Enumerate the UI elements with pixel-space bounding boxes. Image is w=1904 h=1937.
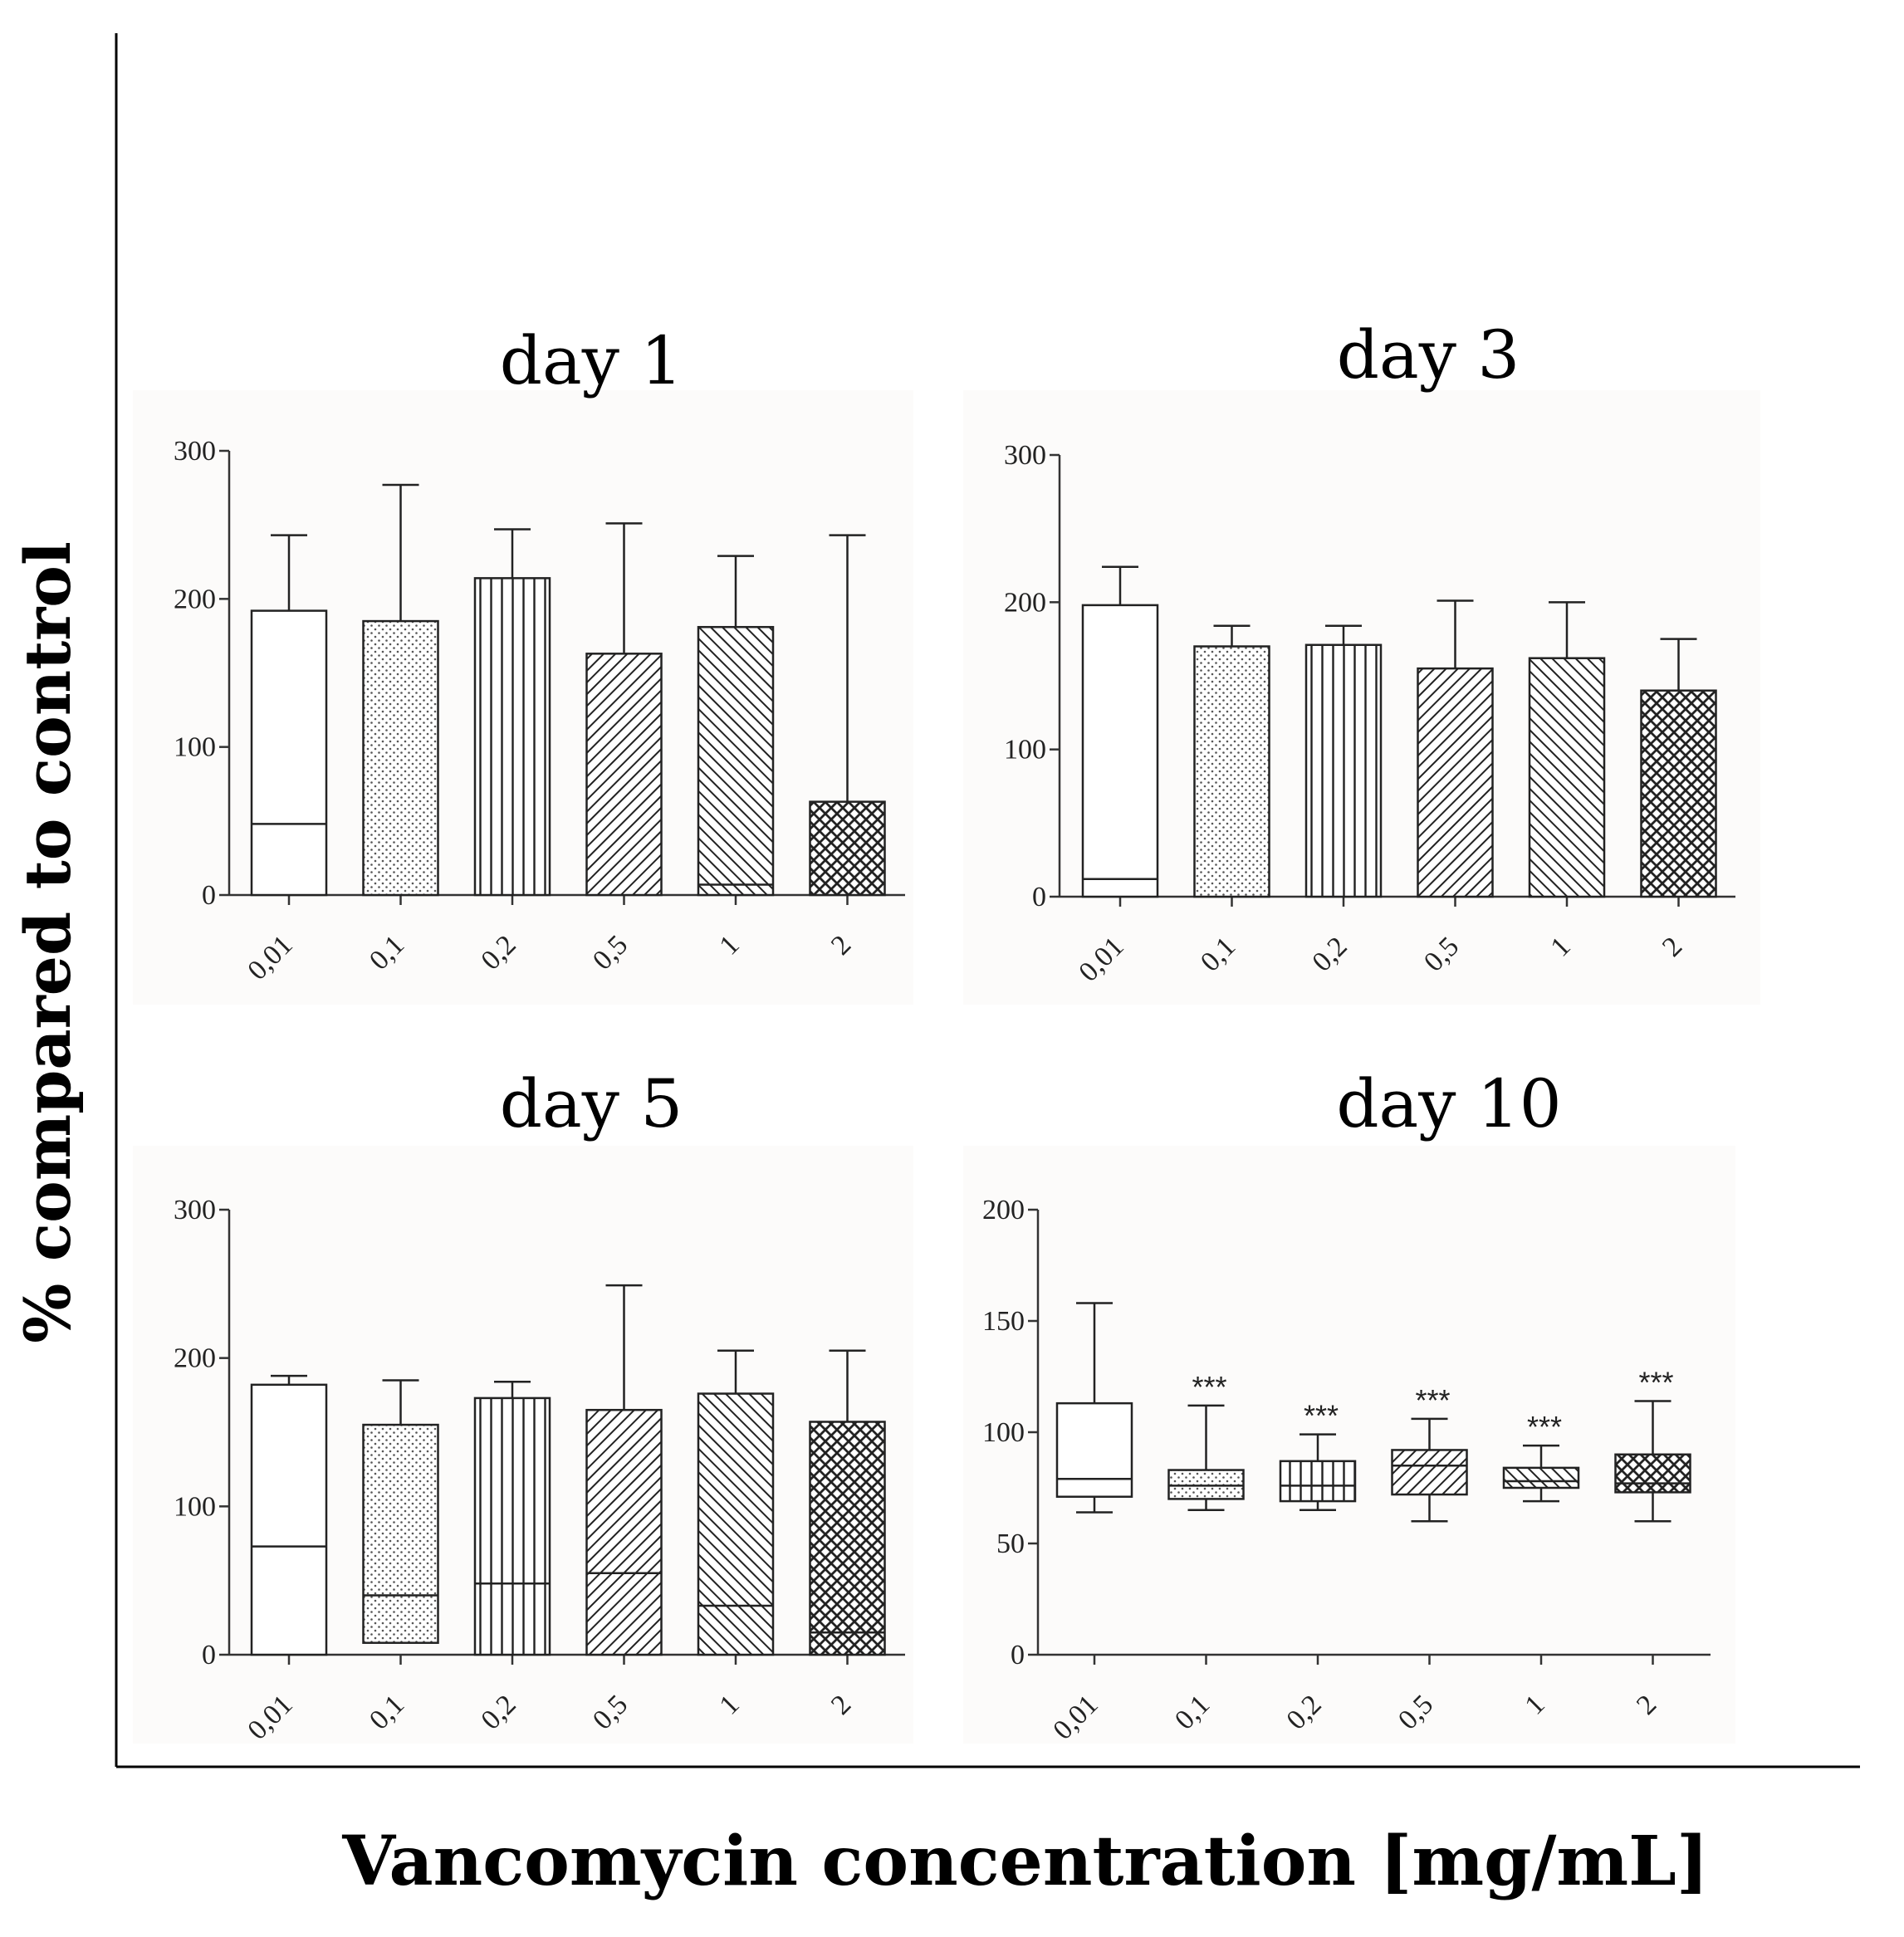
significance-marker: *** — [1415, 1383, 1450, 1417]
box-0,01 — [1081, 604, 1159, 898]
box-1 — [697, 625, 775, 897]
box-0,2 — [1304, 643, 1383, 898]
box-2 — [809, 800, 886, 897]
box-0,2 — [473, 577, 551, 897]
y-tick-label: 0 — [202, 1640, 216, 1670]
y-tick-label: 100 — [174, 732, 216, 763]
box-1 — [697, 1392, 775, 1656]
y-tick-label: 50 — [996, 1529, 1025, 1559]
y-tick-label: 0 — [202, 880, 216, 911]
y-tick-label: 200 — [1004, 587, 1046, 618]
y-tick-label: 200 — [174, 584, 216, 614]
panel-title: day 10 — [1336, 1065, 1561, 1142]
box-1 — [1528, 657, 1606, 898]
box-0,5 — [1417, 667, 1494, 898]
y-tick-label: 100 — [982, 1417, 1025, 1448]
y-tick-label: 300 — [1004, 440, 1046, 471]
box-0,1 — [1167, 1469, 1245, 1500]
box-0,2 — [1279, 1460, 1357, 1503]
box-0,1 — [362, 619, 439, 897]
box-0,5 — [585, 1408, 663, 1656]
y-tick-label: 150 — [982, 1306, 1025, 1337]
box-0,01 — [250, 609, 328, 897]
y-tick-label: 100 — [1004, 735, 1046, 766]
y-tick-label: 0 — [1011, 1640, 1025, 1670]
box-0,5 — [1391, 1449, 1468, 1496]
y-tick-label: 300 — [174, 436, 216, 467]
x-axis-label: Vancomycin concentration [mg/mL] — [341, 1822, 1708, 1901]
y-tick-label: 200 — [174, 1343, 216, 1374]
box-0,01 — [250, 1383, 328, 1656]
y-tick-label: 0 — [1032, 882, 1046, 912]
box-0,2 — [473, 1396, 551, 1656]
box-0,01 — [1055, 1401, 1133, 1498]
box-0,1 — [1193, 645, 1270, 898]
y-tick-label: 200 — [982, 1195, 1025, 1225]
box-0,1 — [362, 1423, 439, 1644]
y-tick-label: 100 — [174, 1491, 216, 1522]
significance-marker: *** — [1527, 1410, 1562, 1444]
y-axis-label: % compared to control — [11, 541, 85, 1343]
panel-title: day 5 — [500, 1065, 683, 1142]
panel-title: day 1 — [500, 322, 683, 399]
significance-marker: *** — [1192, 1370, 1226, 1404]
y-tick-label: 300 — [174, 1195, 216, 1225]
box-2 — [1614, 1453, 1691, 1494]
box-0,5 — [585, 653, 663, 897]
significance-marker: *** — [1638, 1365, 1673, 1399]
panel-title: day 3 — [1337, 316, 1520, 394]
box-2 — [1640, 689, 1717, 898]
box-2 — [809, 1421, 886, 1656]
box-1 — [1502, 1466, 1580, 1489]
significance-marker: *** — [1304, 1399, 1339, 1433]
